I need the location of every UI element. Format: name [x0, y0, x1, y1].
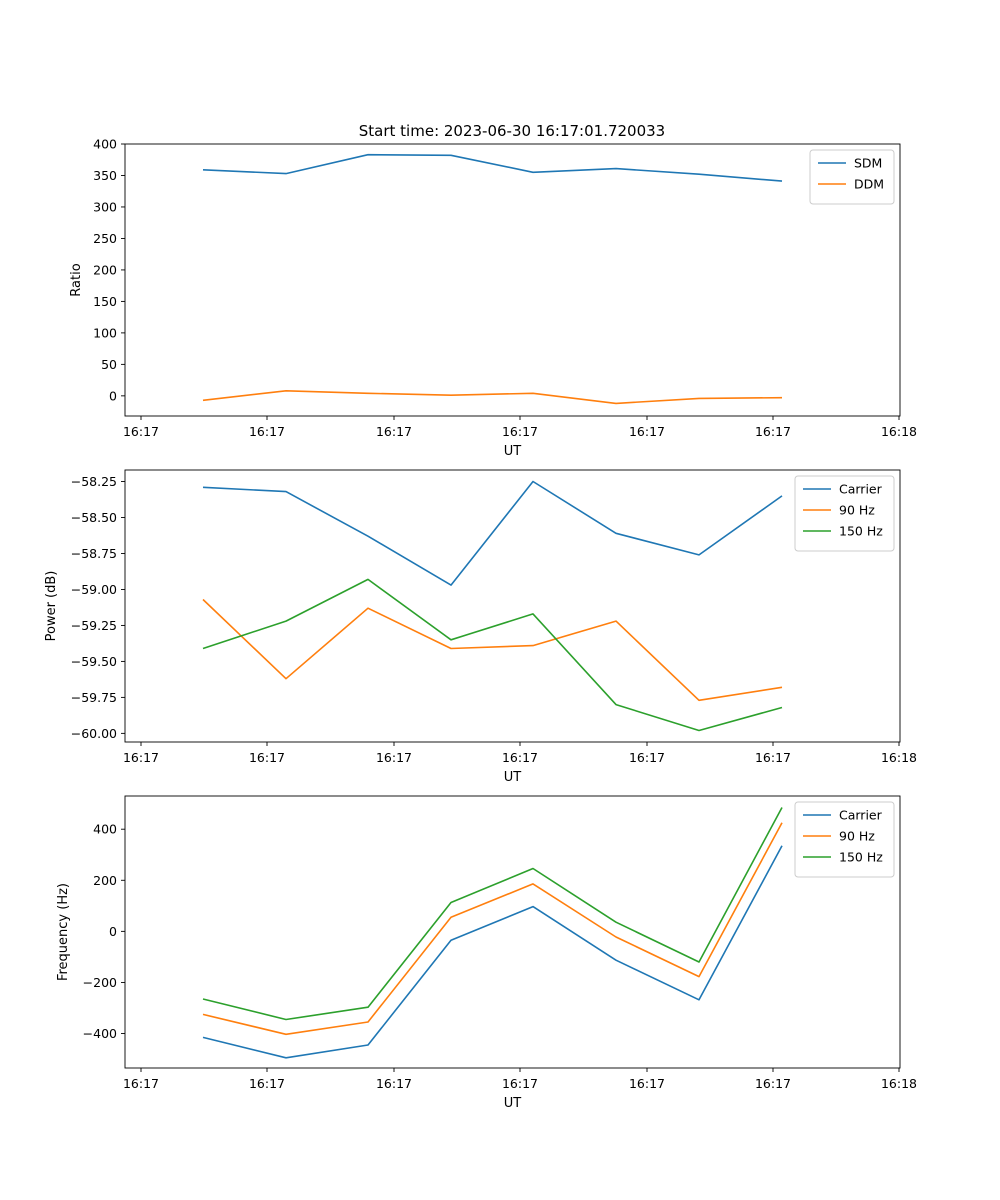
plot-frame: [124, 469, 901, 743]
chart-panel-1: 16:17 16:17 16:17 16:17 16:17 16:17 16:18 0 50 10…: [69, 137, 917, 460]
x-tick-label: 16:17: [755, 424, 791, 439]
legend: Carrier 90 Hz 150 Hz: [794, 475, 895, 552]
y-tick-label: −59.25: [71, 618, 117, 633]
y-tick-label: 100: [93, 325, 117, 340]
x-axis-label: UT: [504, 770, 522, 785]
series-line-90-hz: [202, 598, 783, 702]
x-tick-label: 16:17: [502, 424, 538, 439]
y-axis-label: Ratio: [69, 263, 84, 296]
series-line-carrier: [202, 845, 783, 1059]
legend-label: Carrier: [839, 482, 883, 497]
x-tick-label: 16:17: [629, 424, 665, 439]
plot-frame: [124, 795, 901, 1069]
x-tick-label: 16:17: [249, 750, 285, 765]
x-tick-label: 16:18: [881, 750, 917, 765]
panels: 16:17 16:17 16:17 16:17 16:17 16:17 16:18 0 50 10…: [44, 137, 917, 1112]
legend-box: [794, 475, 895, 552]
x-tick-label: 16:17: [123, 750, 159, 765]
plot-frame: [124, 143, 901, 417]
x-tick-label: 16:18: [881, 424, 917, 439]
y-tick-label: −58.50: [71, 510, 117, 525]
legend-label: DDM: [854, 177, 884, 192]
x-tick-label: 16:18: [881, 1076, 917, 1091]
x-tick-label: 16:17: [376, 750, 412, 765]
y-tick-label: −58.25: [71, 474, 117, 489]
legend-label: Carrier: [839, 808, 883, 823]
series-line-sdm: [202, 153, 783, 182]
y-tick-label: −58.75: [71, 546, 117, 561]
legend-label: 90 Hz: [839, 829, 875, 844]
y-tick-label: 350: [93, 168, 117, 183]
y-tick-label: −400: [83, 1026, 117, 1041]
y-tick-label: 0: [109, 388, 117, 403]
y-tick-label: −200: [83, 975, 117, 990]
y-tick-label: −59.75: [71, 690, 117, 705]
x-tick-label: 16:17: [629, 750, 665, 765]
series-line-150-hz: [202, 578, 783, 732]
chart-panel-2: 16:17 16:17 16:17 16:17 16:17 16:17 16:18 −58.2…: [44, 469, 917, 785]
series-line-carrier: [202, 480, 783, 586]
legend: Carrier 90 Hz 150 Hz: [794, 801, 895, 878]
y-tick-label: 50: [101, 357, 117, 372]
x-tick-label: 16:17: [629, 1076, 665, 1091]
legend-label: 90 Hz: [839, 503, 875, 518]
chart-panel-3: 16:17 16:17 16:17 16:17 16:17 16:17 16:18 −400 −…: [56, 795, 917, 1111]
y-tick-label: 250: [93, 231, 117, 246]
x-tick-label: 16:17: [502, 1076, 538, 1091]
y-tick-label: 150: [93, 294, 117, 309]
series-line-ddm: [202, 389, 783, 405]
legend-label: SDM: [854, 156, 882, 171]
legend-label: 150 Hz: [839, 524, 883, 539]
y-tick-label: 400: [93, 137, 117, 152]
y-tick-label: 0: [109, 924, 117, 939]
x-tick-label: 16:17: [123, 1076, 159, 1091]
legend-box: [794, 801, 895, 878]
x-tick-label: 16:17: [376, 1076, 412, 1091]
x-tick-label: 16:17: [755, 750, 791, 765]
x-tick-label: 16:17: [123, 424, 159, 439]
x-tick-label: 16:17: [376, 424, 412, 439]
series-line-90-hz: [202, 822, 783, 1036]
y-tick-label: 300: [93, 199, 117, 214]
x-tick-label: 16:17: [249, 424, 285, 439]
legend: SDM DDM: [809, 149, 895, 205]
figure-title: Start time: 2023-06-30 16:17:01.720033: [359, 122, 665, 140]
y-axis-label: Power (dB): [44, 571, 59, 642]
y-tick-label: −59.50: [71, 654, 117, 669]
y-tick-label: 200: [93, 873, 117, 888]
x-tick-label: 16:17: [249, 1076, 285, 1091]
y-tick-label: 400: [93, 822, 117, 837]
y-tick-label: −59.00: [71, 582, 117, 597]
x-tick-label: 16:17: [502, 750, 538, 765]
y-tick-label: −60.00: [71, 726, 117, 741]
x-axis-label: UT: [504, 1096, 522, 1111]
series-line-150-hz: [202, 807, 783, 1021]
x-axis-label: UT: [504, 444, 522, 459]
y-tick-label: 200: [93, 262, 117, 277]
y-axis-label: Frequency (Hz): [56, 883, 71, 981]
x-tick-label: 16:17: [755, 1076, 791, 1091]
legend-label: 150 Hz: [839, 850, 883, 865]
